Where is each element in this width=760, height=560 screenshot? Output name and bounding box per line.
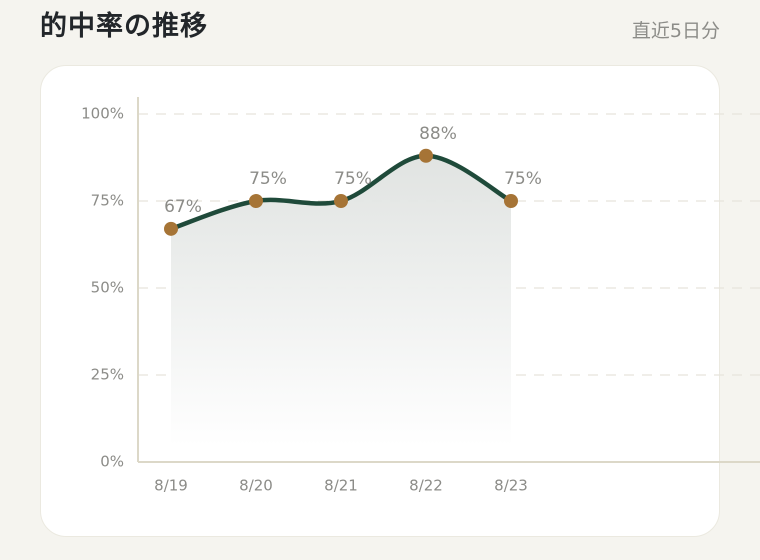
point [504,194,518,208]
y-tick-label: 50% [91,279,124,297]
value-label: 75% [249,169,287,189]
value-label: 75% [334,169,372,189]
y-tick-label: 0% [100,453,124,471]
area [171,155,511,446]
x-tick-label: 8/23 [494,477,528,495]
subtitle: 直近5日分 [631,20,720,42]
title: 的中率の推移 [40,11,208,42]
value-label: 67% [164,197,202,217]
x-tick-label: 8/22 [409,477,443,495]
y-tick-label: 75% [91,192,124,210]
y-tick-label: 100% [81,105,124,123]
value-label: 75% [504,169,542,189]
point [249,194,263,208]
value-label: 88% [419,124,457,144]
x-tick-label: 8/20 [239,477,273,495]
x-tick-label: 8/21 [324,477,358,495]
point [419,148,433,163]
x-tick-label: 8/19 [154,477,188,495]
y-tick-label: 25% [91,366,124,384]
point [164,221,178,236]
point [334,194,348,208]
